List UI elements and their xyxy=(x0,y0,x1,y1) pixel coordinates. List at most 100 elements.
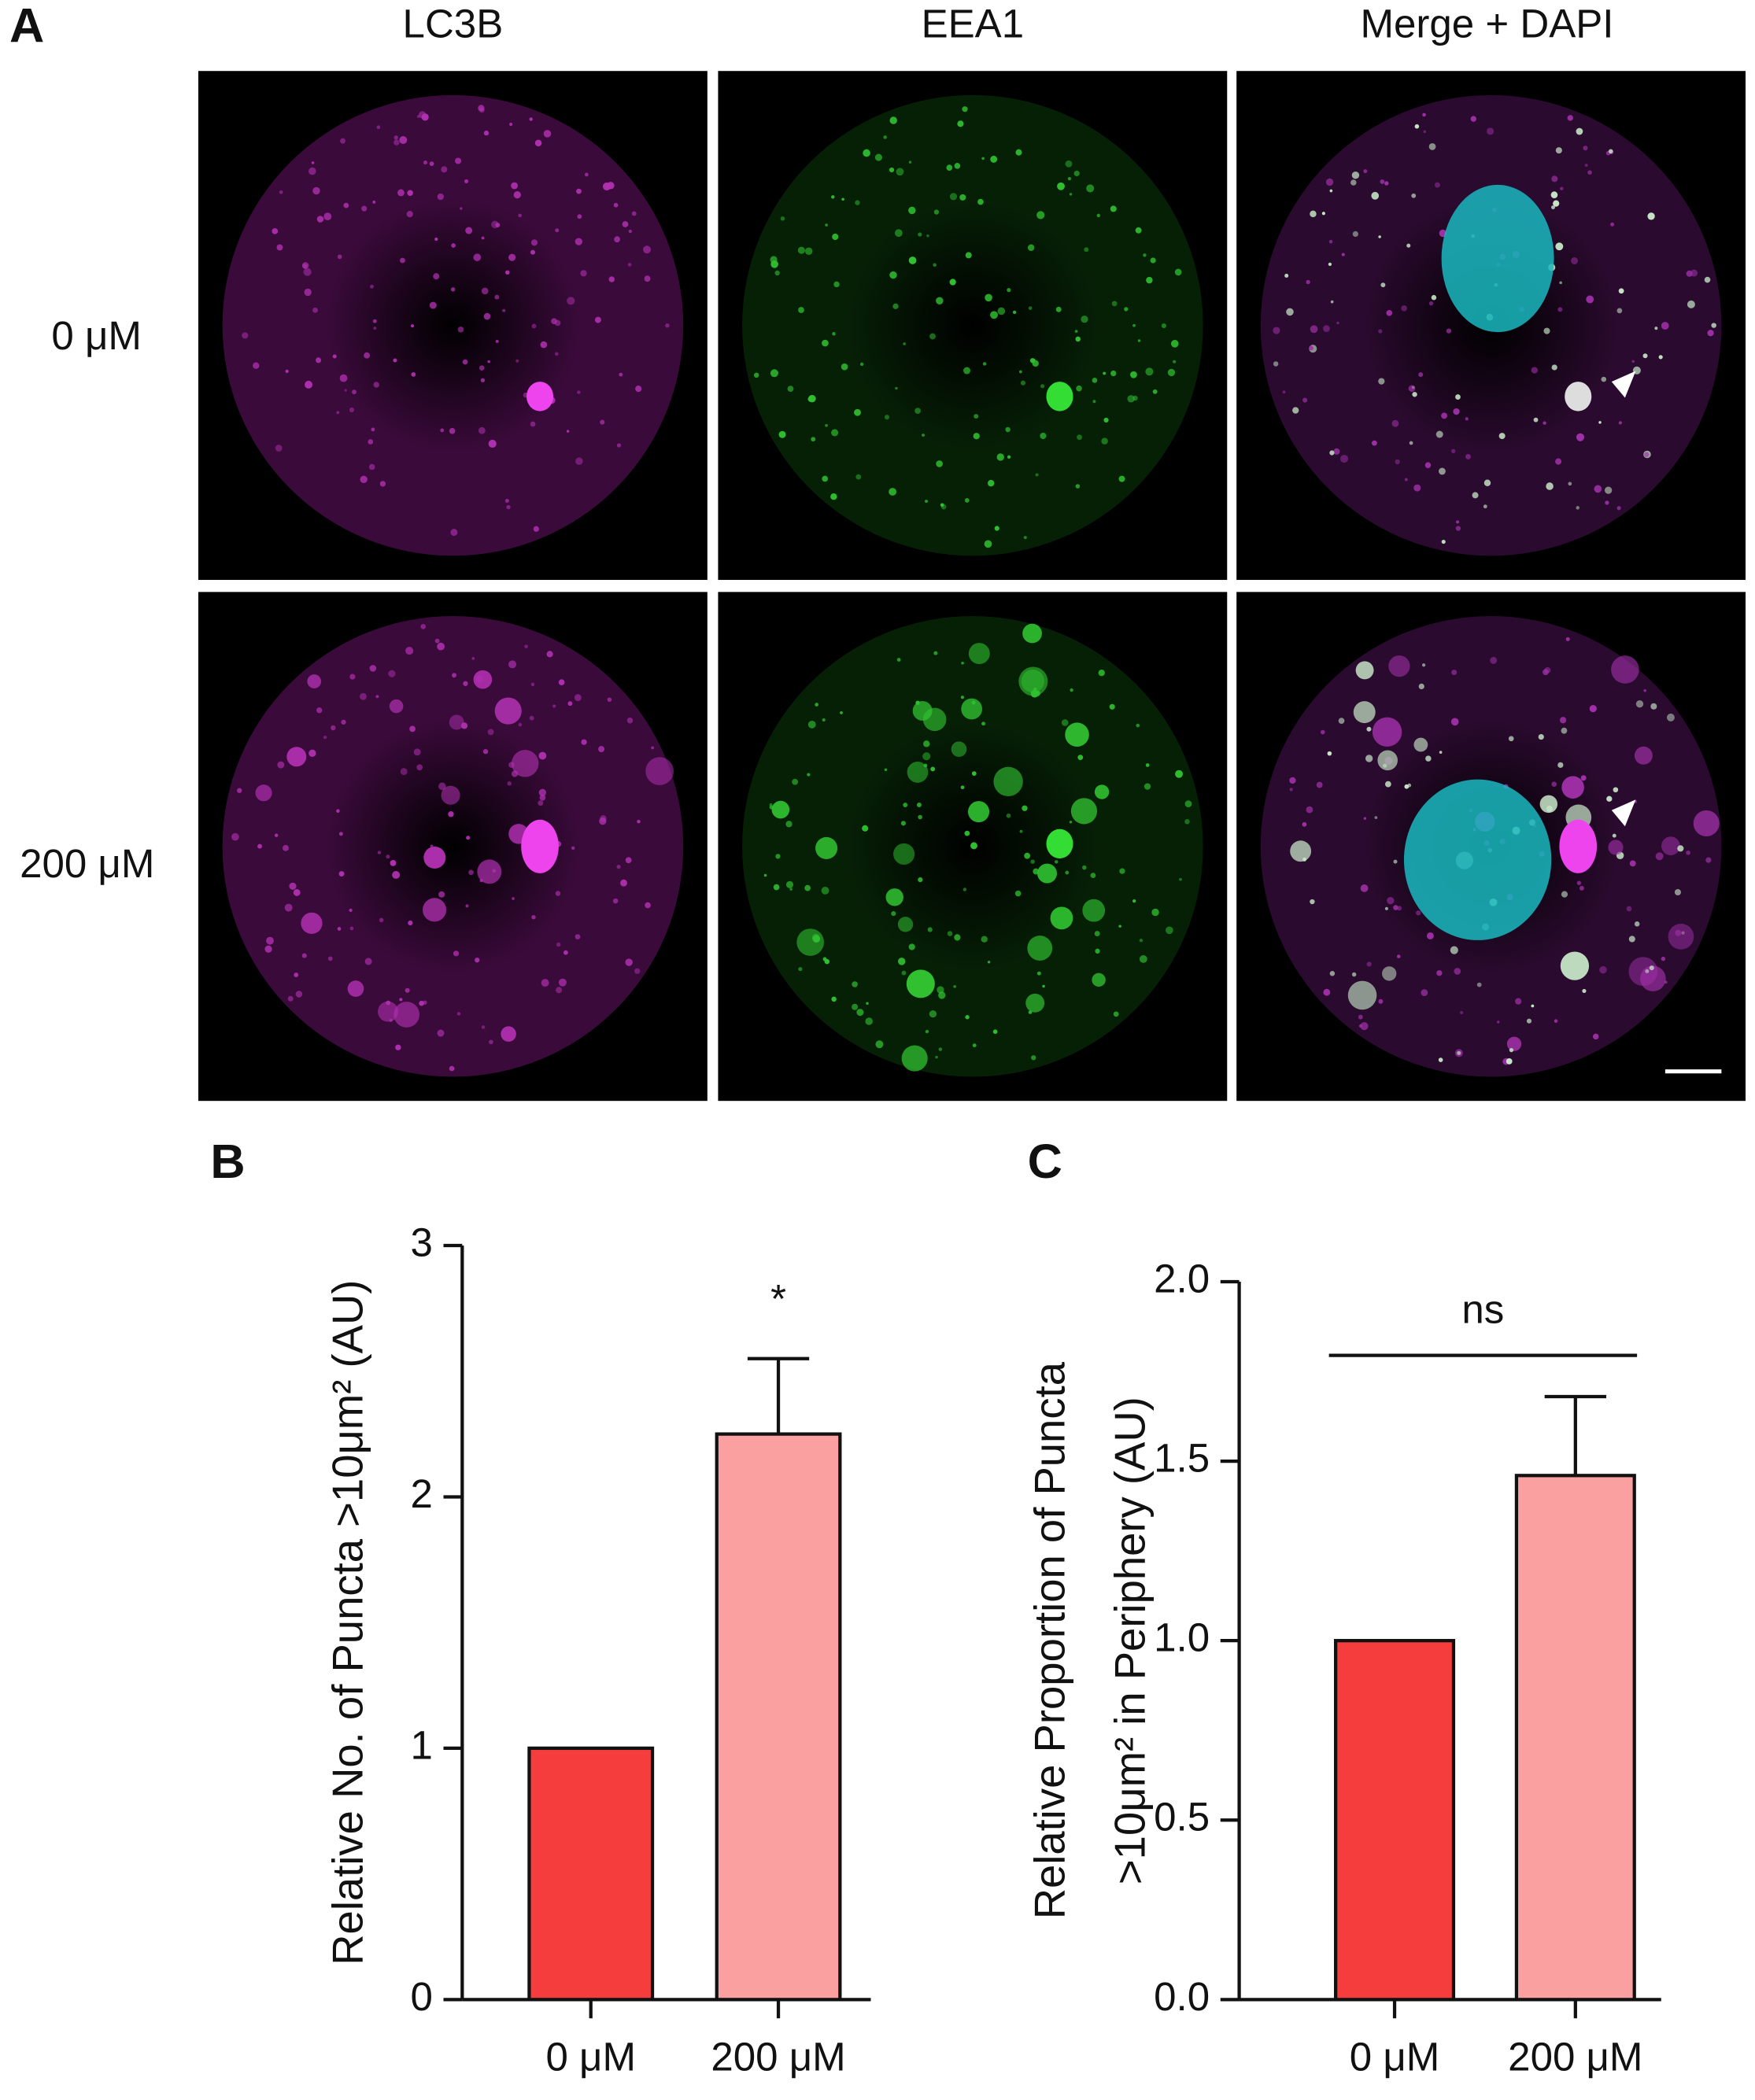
punctum xyxy=(1380,282,1386,288)
punctum xyxy=(389,699,404,714)
punctum xyxy=(1109,703,1115,710)
punctum xyxy=(1470,116,1476,122)
cell xyxy=(222,94,684,556)
punctum xyxy=(408,920,413,926)
punctum xyxy=(1184,800,1192,808)
punctum xyxy=(625,958,633,966)
punctum xyxy=(1094,784,1110,799)
punctum xyxy=(1506,1057,1513,1065)
punctum xyxy=(473,253,482,261)
punctum xyxy=(1316,781,1323,788)
punctum xyxy=(437,642,445,651)
punctum xyxy=(393,135,398,140)
punctum xyxy=(631,211,637,216)
punctum xyxy=(1136,723,1140,728)
punctum xyxy=(1560,951,1590,980)
punctum xyxy=(954,163,961,169)
punctum xyxy=(577,214,582,220)
punctum xyxy=(423,846,446,869)
punctum xyxy=(305,380,313,389)
punctum xyxy=(312,186,320,195)
punctum xyxy=(1644,452,1650,457)
punctum xyxy=(804,884,811,891)
punctum xyxy=(441,166,448,173)
punctum xyxy=(511,750,539,777)
punctum xyxy=(963,367,971,375)
bar xyxy=(1514,1474,1636,2002)
punctum xyxy=(635,385,642,393)
punctum xyxy=(1576,433,1585,441)
punctum xyxy=(1007,455,1011,459)
punctum xyxy=(481,287,489,295)
punctum xyxy=(487,360,490,364)
bar xyxy=(715,1432,842,2002)
punctum xyxy=(598,746,605,753)
punctum xyxy=(405,646,414,655)
punctum xyxy=(566,430,570,433)
punctum xyxy=(1455,394,1461,400)
punctum xyxy=(1023,536,1027,540)
punctum xyxy=(450,287,456,292)
punctum xyxy=(1441,412,1448,419)
punctum xyxy=(1476,982,1482,987)
punctum xyxy=(465,904,469,908)
punctum xyxy=(255,784,272,802)
punctum xyxy=(1654,327,1658,330)
punctum xyxy=(862,825,869,832)
punctum xyxy=(990,311,998,319)
punctum xyxy=(929,1009,937,1018)
punctum xyxy=(1355,661,1374,680)
punctum xyxy=(1554,1019,1558,1023)
punctum xyxy=(1642,353,1648,359)
punctum xyxy=(1330,300,1334,304)
punctum xyxy=(1092,400,1096,404)
punctum xyxy=(370,284,374,289)
punctum xyxy=(1606,795,1613,802)
punctum xyxy=(1055,306,1062,312)
punctum xyxy=(1705,857,1712,863)
punctum xyxy=(1551,364,1557,371)
punctum xyxy=(378,1001,398,1022)
punctum xyxy=(409,725,416,733)
punctum xyxy=(1086,184,1095,193)
punctum xyxy=(918,814,922,820)
punctum xyxy=(337,927,342,931)
punctum xyxy=(1130,371,1137,378)
punctum xyxy=(1119,868,1125,874)
punctum xyxy=(1451,670,1458,676)
punctum xyxy=(651,746,655,750)
punctum xyxy=(397,189,405,197)
punctum xyxy=(1629,860,1636,867)
punctum xyxy=(1075,484,1081,489)
punctum xyxy=(393,1002,420,1028)
punctum xyxy=(897,917,914,932)
punctum xyxy=(1302,397,1308,403)
punctum xyxy=(775,854,781,859)
punctum xyxy=(1661,956,1666,961)
punctum xyxy=(1583,146,1588,151)
punctum xyxy=(574,694,582,702)
punctum xyxy=(1483,504,1487,509)
punctum xyxy=(515,359,519,363)
punctum xyxy=(774,270,780,276)
punctum xyxy=(556,987,563,994)
punctum xyxy=(289,882,297,890)
punctum xyxy=(1661,322,1669,330)
punctum xyxy=(1040,432,1047,440)
punctum xyxy=(1029,358,1036,364)
punctum xyxy=(1061,719,1069,726)
punctum xyxy=(892,303,899,310)
punctum xyxy=(481,1025,486,1029)
punctum xyxy=(1321,212,1325,216)
punctum xyxy=(1515,998,1522,1005)
punctum xyxy=(1042,984,1045,988)
punctum xyxy=(1040,384,1045,389)
punctum xyxy=(1674,888,1681,896)
punctum xyxy=(785,880,794,888)
punctum xyxy=(491,220,499,229)
punctum xyxy=(311,161,315,164)
punctum xyxy=(530,682,535,687)
punctum xyxy=(1282,390,1286,394)
punctum xyxy=(393,358,397,363)
punctum xyxy=(584,172,589,177)
